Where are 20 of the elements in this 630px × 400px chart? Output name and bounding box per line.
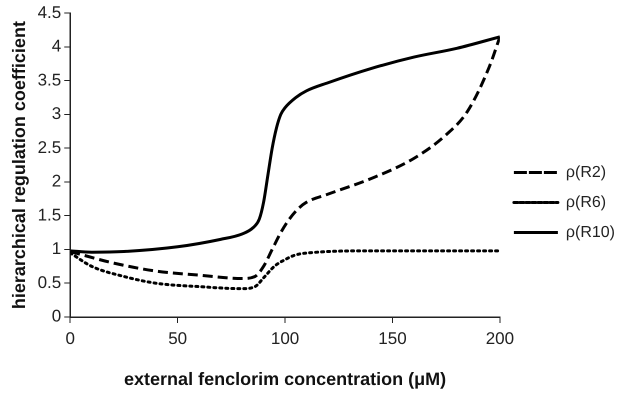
y-tick-label: 4.5	[38, 2, 62, 22]
x-tick-label: 200	[486, 328, 514, 348]
y-tick-label: 2.5	[38, 138, 62, 157]
y-tick-label: 1.5	[38, 205, 62, 224]
y-tick-label: 0.5	[38, 272, 62, 292]
y-tick-label: 4	[52, 36, 62, 56]
x-tick-label: 100	[270, 328, 300, 348]
legend-label: ρ(R2)	[566, 164, 606, 181]
y-tick-label: 0	[52, 306, 62, 326]
y-axis-title: hierarchical regulation coefficient	[8, 21, 29, 310]
y-tick-label: 1	[52, 239, 62, 258]
y-tick-label: 2	[52, 172, 62, 191]
x-tick-label: 50	[168, 328, 188, 348]
x-axis-title: external fenclorim concentration (μM)	[124, 369, 446, 390]
legend-label: ρ(R10)	[566, 224, 615, 241]
x-tick-label: 150	[378, 328, 407, 348]
legend-label: ρ(R6)	[566, 194, 606, 211]
y-tick-label: 3	[52, 104, 62, 124]
x-tick-label: 0	[66, 328, 75, 348]
y-tick-label: 3.5	[38, 70, 62, 90]
